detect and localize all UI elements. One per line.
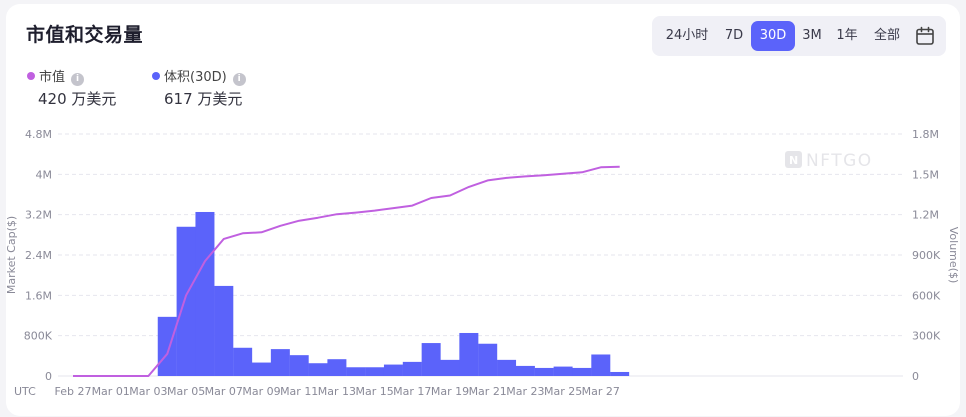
info-icon[interactable]: i xyxy=(71,73,85,86)
volume-bar xyxy=(591,354,611,376)
volume-bar xyxy=(252,362,271,376)
y-right-axis-label: Volume($) xyxy=(947,227,960,284)
x-tick-label: Mar 05 xyxy=(167,385,205,398)
watermark-text: NFTGO xyxy=(806,151,873,171)
y-left-tick-label: 0 xyxy=(45,370,52,383)
y-right-tick-label: 1.2M xyxy=(912,209,939,222)
x-tick-label: Mar 27 xyxy=(582,385,620,398)
time-range-selector: 24小时 7D 30D 3M 1年 全部 xyxy=(652,16,946,56)
volume-bar xyxy=(478,343,498,376)
x-tick-label: Mar 09 xyxy=(242,385,280,398)
volume-bar xyxy=(553,366,573,376)
calendar-icon[interactable] xyxy=(914,25,936,47)
x-tick-label: Mar 11 xyxy=(280,385,318,398)
range-1y-button[interactable]: 1年 xyxy=(836,28,858,43)
volume-bar xyxy=(195,211,215,376)
watermark-logo-icon xyxy=(785,151,802,168)
volume-bar xyxy=(176,226,196,376)
volume-bar xyxy=(233,347,253,376)
page-title: 市值和交易量 xyxy=(26,24,144,46)
x-tick-label: Mar 13 xyxy=(318,385,356,398)
volume-bar xyxy=(157,316,177,376)
volume-bar xyxy=(383,364,403,376)
y-right-tick-label: 1.8M xyxy=(912,128,939,141)
volume-bar xyxy=(459,332,479,376)
y-left-tick-label: 1.6M xyxy=(25,289,52,302)
x-tick-label: Mar 15 xyxy=(355,385,393,398)
volume-bar xyxy=(610,371,630,376)
volume-bar xyxy=(440,359,460,376)
y-left-tick-label: 4M xyxy=(36,168,53,181)
y-left-tick-label: 3.2M xyxy=(25,209,52,222)
y-right-tick-label: 600K xyxy=(912,289,941,302)
x-tick-label: Mar 07 xyxy=(205,385,243,398)
y-left-axis-label: Market Cap($) xyxy=(5,216,18,294)
volume-bar xyxy=(270,349,290,376)
volume-bar xyxy=(327,359,347,376)
market-cap-line-path xyxy=(73,165,620,377)
volume-bar xyxy=(572,367,592,376)
legend-market-cap[interactable]: 市值 i xyxy=(27,66,85,86)
legend-label-market-cap: 市值 xyxy=(39,70,66,85)
volume-value: 617 万美元 xyxy=(164,90,243,108)
volume-bar xyxy=(308,363,328,376)
x-tick-label: Mar 25 xyxy=(544,385,582,398)
axes: 0 800K 1.6M 2.4M 3.2M 4M 4.8M 0 300K 600K 900K 1.2M… xyxy=(5,128,960,398)
y-right-tick-label: 0 xyxy=(912,370,919,383)
timezone-label: UTC xyxy=(14,385,36,398)
watermark-group: N NFTGO xyxy=(785,151,873,171)
market-cap-value: 420 万美元 xyxy=(38,90,117,108)
market-cap-line xyxy=(73,165,620,377)
x-tick-label: Mar 03 xyxy=(129,385,167,398)
legend-label-volume: 体积(30D) xyxy=(164,70,227,85)
range-24h-button[interactable]: 24小时 xyxy=(665,28,709,43)
y-right-tick-label: 900K xyxy=(912,249,941,262)
info-icon[interactable]: i xyxy=(232,73,246,86)
volume-bars xyxy=(157,211,630,376)
volume-bar xyxy=(534,367,554,376)
x-tick-label: Mar 01 xyxy=(92,385,130,398)
volume-bar xyxy=(214,285,234,376)
range-all-button[interactable]: 全部 xyxy=(873,28,900,43)
volume-bar xyxy=(365,367,385,376)
legend-dot-volume xyxy=(152,72,160,80)
x-tick-label: Mar 19 xyxy=(431,385,469,398)
volume-bar xyxy=(289,355,309,376)
x-tick-label: Mar 17 xyxy=(393,385,431,398)
y-left-tick-label: 2.4M xyxy=(25,249,52,262)
y-right-tick-label: 300K xyxy=(912,330,941,343)
volume-bar xyxy=(497,359,517,376)
range-3m-button[interactable]: 3M xyxy=(802,28,822,43)
watermark-logo-glyph: N xyxy=(789,154,798,167)
range-7d-button[interactable]: 7D xyxy=(724,28,744,43)
y-left-tick-label: 800K xyxy=(24,330,53,343)
y-right-tick-label: 1.5M xyxy=(912,168,939,181)
volume-bar xyxy=(421,343,441,376)
y-left-tick-label: 4.8M xyxy=(25,128,52,141)
legend-volume[interactable]: 体积(30D) i xyxy=(152,66,246,86)
volume-bar xyxy=(346,367,366,376)
x-tick-label: Mar 23 xyxy=(506,385,544,398)
x-tick-label: Feb 27 xyxy=(55,385,92,398)
range-30d-button[interactable]: 30D xyxy=(751,21,795,51)
legend-dot-market-cap xyxy=(27,72,35,80)
volume-bar xyxy=(515,365,535,376)
volume-bar xyxy=(402,361,422,376)
x-tick-label: Mar 21 xyxy=(469,385,507,398)
